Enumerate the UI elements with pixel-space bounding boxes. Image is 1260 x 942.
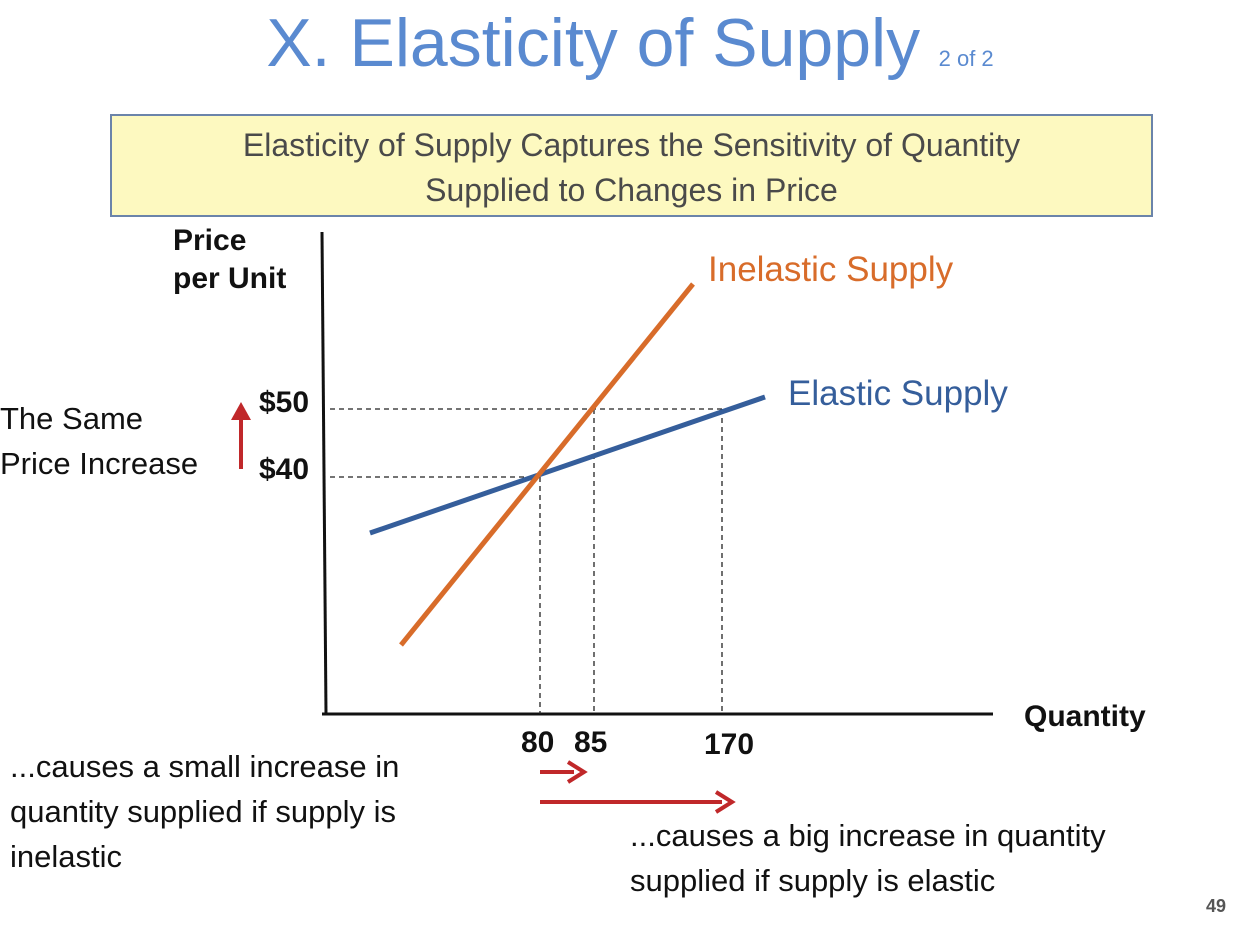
price-note-line-2: Price Increase [0, 446, 199, 481]
y-axis [320, 231, 328, 715]
inelastic-effect-note: ...causes a small increase in quantity s… [10, 744, 399, 879]
y-axis-label-line-1: Price [173, 224, 247, 257]
slide-title-row: X. Elasticity of Supply 2 of 2 [0, 4, 1260, 82]
callout-line-1: Elasticity of Supply Captures the Sensit… [242, 127, 1021, 163]
y-axis-label-line-2: per Unit [173, 262, 287, 295]
price-arrow-head [231, 402, 251, 420]
price-increase-note: The Same Price Increase [0, 396, 198, 486]
elastic-effect-note: ...causes a big increase in quantity sup… [630, 813, 1106, 903]
inelastic-supply-label: Inelastic Supply [708, 250, 954, 289]
y-axis-label: Price per Unit [173, 222, 286, 298]
left-note-line-1: ...causes a small increase in [10, 749, 400, 784]
definition-callout: Elasticity of Supply Captures the Sensit… [110, 114, 1153, 217]
quantity-tick-170: 170 [704, 728, 755, 761]
quantity-tick-80: 80 [521, 726, 555, 759]
page-number: 49 [1206, 896, 1227, 916]
elastic-supply-line [369, 394, 766, 536]
price-tick-50: $50 [259, 386, 310, 419]
price-tick-40: $40 [259, 453, 310, 486]
big-arrow-head [714, 790, 736, 814]
right-note-line-2: supplied if supply is elastic [630, 863, 996, 898]
left-note-line-3: inelastic [10, 839, 122, 874]
slide-count: 2 of 2 [938, 46, 994, 71]
right-note-line-1: ...causes a big increase in quantity [630, 818, 1106, 853]
quantity-tick-85: 85 [574, 726, 608, 759]
callout-line-2: Supplied to Changes in Price [425, 172, 838, 208]
small-arrow-head [566, 760, 588, 784]
slide-title: X. Elasticity of Supply [266, 5, 921, 81]
inelastic-supply-line [399, 282, 695, 647]
elastic-supply-label: Elastic Supply [788, 374, 1008, 413]
left-note-line-2: quantity supplied if supply is [10, 794, 397, 829]
price-note-line-1: The Same [0, 401, 144, 436]
x-axis-label: Quantity [1024, 700, 1146, 733]
